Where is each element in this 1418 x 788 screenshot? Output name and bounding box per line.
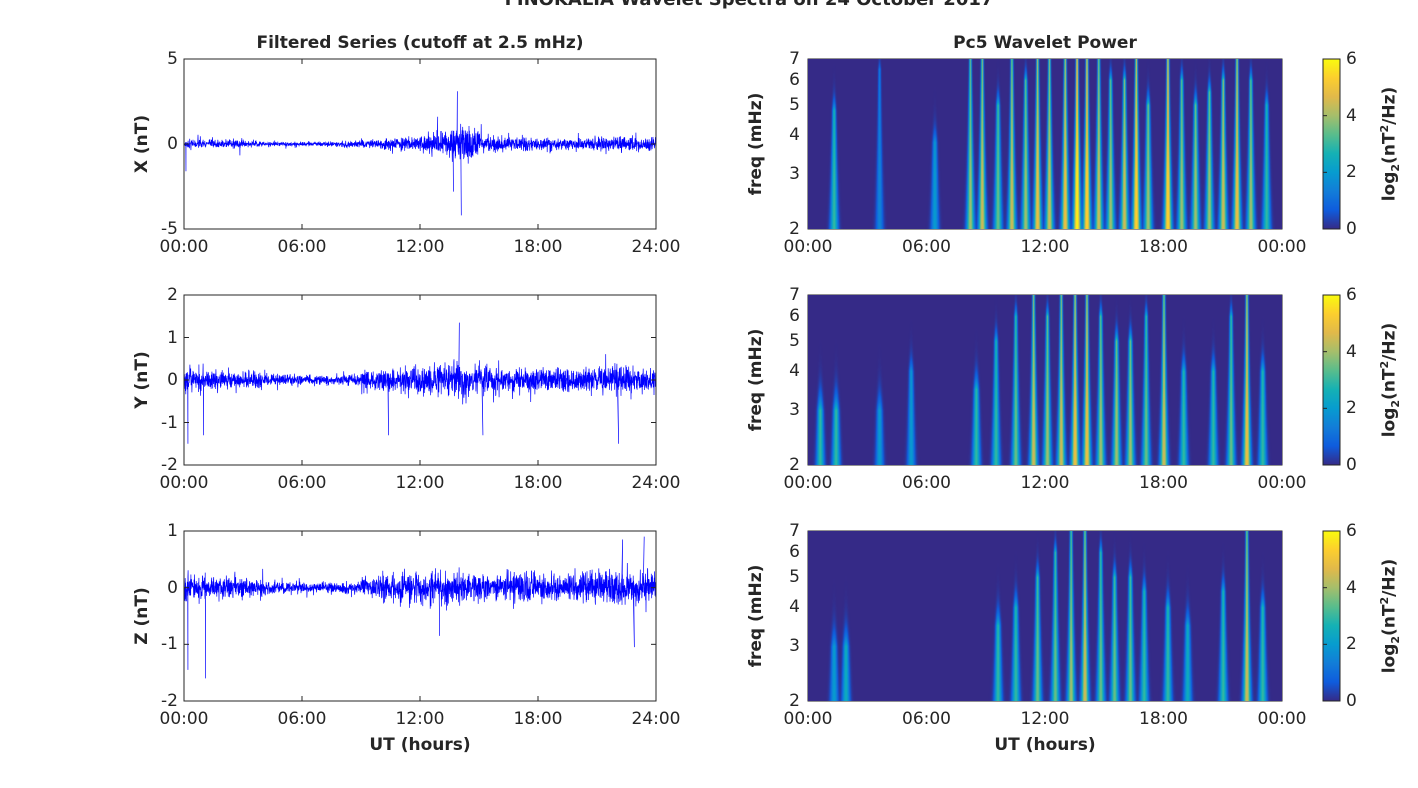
colorbar-tick-label: 6 <box>1346 285 1357 305</box>
colorbar-tick-label: 2 <box>1346 398 1357 419</box>
x-tick-label: 18:00 <box>1139 473 1188 493</box>
colorbar-tick-label: 6 <box>1346 521 1357 541</box>
panel-title: Filtered Series (cutoff at 2.5 mHz) <box>256 33 584 53</box>
x-tick-label: 00:00 <box>783 473 833 493</box>
y-axis-label: Z (nT) <box>132 587 152 645</box>
y-tick-label: 3 <box>789 163 800 184</box>
x-tick-label: 00:00 <box>159 237 209 257</box>
x-tick-label: 06:00 <box>902 709 951 729</box>
y-tick-label: 2 <box>789 455 800 475</box>
x-tick-label: 00:00 <box>783 709 833 729</box>
colorbar-tick-label: 6 <box>1346 49 1357 69</box>
y-axis-label: freq (mHz) <box>746 564 766 668</box>
series-line <box>183 91 657 216</box>
x-tick-label: 24:00 <box>631 237 681 257</box>
wavelet-heatmap <box>808 295 1282 465</box>
y-tick-label: 7 <box>789 49 800 69</box>
axes-box <box>183 530 657 702</box>
x-tick-label: 12:00 <box>395 709 445 729</box>
y-tick-label: 1 <box>167 327 178 348</box>
y-tick-label: -1 <box>161 634 178 655</box>
y-tick-label: 5 <box>789 94 800 115</box>
x-tick-label: 24:00 <box>631 709 681 729</box>
x-tick-label: 18:00 <box>513 709 563 729</box>
x-tick-label: 12:00 <box>395 473 445 493</box>
figure-title: FINOKALIA Wavelet Spectra on 24 October … <box>0 0 1418 10</box>
x-tick-label: 00:00 <box>159 709 209 729</box>
x-tick-label: 00:00 <box>1257 709 1307 729</box>
x-tick-label: 00:00 <box>783 237 833 257</box>
x-tick-label: 18:00 <box>1139 237 1188 257</box>
y-tick-label: 4 <box>789 360 800 381</box>
series-line <box>183 536 657 679</box>
y-axis-label: X (nT) <box>132 114 152 174</box>
x-tick-label: 12:00 <box>1020 473 1070 493</box>
wavelet-heatmap <box>808 531 1282 701</box>
y-tick-label: -2 <box>161 455 178 475</box>
x-tick-label: 12:00 <box>1020 237 1070 257</box>
colorbar-tick-label: 4 <box>1346 577 1357 598</box>
colorbar <box>1322 530 1341 702</box>
x-tick-label: 12:00 <box>1020 709 1070 729</box>
x-tick-label: 18:00 <box>513 237 563 257</box>
colorbar-label: log2(nT2/Hz) <box>1377 86 1403 202</box>
y-tick-label: -5 <box>161 219 178 239</box>
wavelet-heatmap <box>808 59 1282 229</box>
y-tick-label: 6 <box>789 305 800 326</box>
y-tick-label: 5 <box>789 566 800 587</box>
colorbar-tick-label: 4 <box>1346 341 1357 362</box>
colorbar-tick-label: 0 <box>1346 455 1357 475</box>
y-tick-label: 7 <box>789 285 800 305</box>
x-tick-label: 00:00 <box>1257 473 1307 493</box>
x-tick-label: 12:00 <box>395 237 445 257</box>
x-tick-label: 06:00 <box>277 709 327 729</box>
y-tick-label: 0 <box>167 370 178 390</box>
y-tick-label: 2 <box>167 285 178 305</box>
y-tick-label: -1 <box>161 412 178 433</box>
colorbar-tick-label: 0 <box>1346 691 1357 711</box>
x-axis-label: UT (hours) <box>369 735 471 755</box>
y-axis-label: Y (nT) <box>132 351 152 409</box>
y-tick-label: 6 <box>789 541 800 562</box>
y-axis-label: freq (mHz) <box>746 328 766 432</box>
y-tick-label: 4 <box>789 596 800 617</box>
y-tick-label: 3 <box>789 399 800 420</box>
colorbar <box>1322 294 1341 466</box>
y-tick-label: 3 <box>789 635 800 656</box>
colorbar-label: log2(nT2/Hz) <box>1377 322 1403 438</box>
x-tick-label: 18:00 <box>513 473 563 493</box>
y-tick-label: 5 <box>789 330 800 351</box>
y-tick-label: 4 <box>789 124 800 145</box>
x-tick-label: 18:00 <box>1139 709 1188 729</box>
colorbar-tick-label: 2 <box>1346 162 1357 183</box>
colorbar-tick-label: 2 <box>1346 634 1357 655</box>
panel-title: Pc5 Wavelet Power <box>953 33 1137 53</box>
x-tick-label: 00:00 <box>159 473 209 493</box>
y-tick-label: 2 <box>789 691 800 711</box>
colorbar-tick-label: 0 <box>1346 219 1357 239</box>
x-tick-label: 24:00 <box>631 473 681 493</box>
x-axis-label: UT (hours) <box>994 735 1096 755</box>
colorbar-label: log2(nT2/Hz) <box>1377 558 1403 674</box>
y-tick-label: 7 <box>789 521 800 541</box>
x-tick-label: 06:00 <box>902 237 951 257</box>
colorbar <box>1322 58 1341 230</box>
x-tick-label: 06:00 <box>277 473 327 493</box>
y-tick-label: 0 <box>167 577 178 598</box>
y-tick-label: 2 <box>789 219 800 239</box>
y-axis-label: freq (mHz) <box>746 92 766 196</box>
x-tick-label: 06:00 <box>277 237 327 257</box>
y-tick-label: 5 <box>167 49 178 69</box>
y-tick-label: 1 <box>167 521 178 541</box>
x-tick-label: 06:00 <box>902 473 951 493</box>
colorbar-tick-label: 4 <box>1346 105 1357 126</box>
y-tick-label: 0 <box>167 134 178 154</box>
series-line <box>183 322 657 444</box>
x-tick-label: 00:00 <box>1257 237 1307 257</box>
y-tick-label: 6 <box>789 69 800 90</box>
y-tick-label: -2 <box>161 691 178 711</box>
